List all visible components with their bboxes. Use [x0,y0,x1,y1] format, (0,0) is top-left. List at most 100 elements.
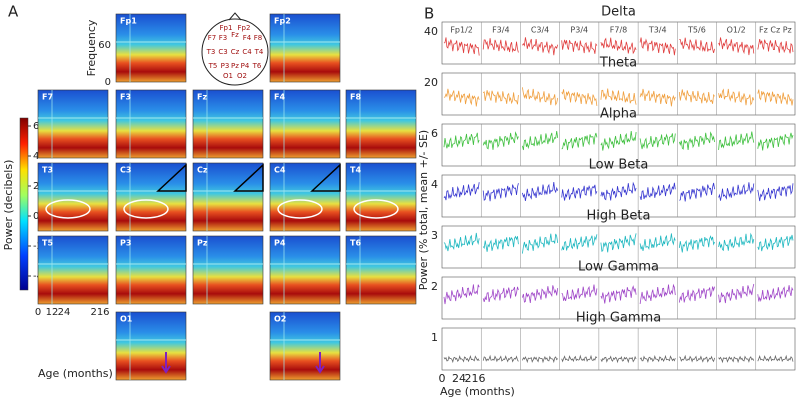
colorbar [19,117,29,291]
spectrogram [269,89,341,159]
y-axis-label: Frequency [85,19,98,76]
spectrogram [115,13,187,83]
trace [757,89,794,106]
electrode-label: Cz [231,48,240,56]
tile-label: Pz [197,239,208,248]
trace [561,354,598,363]
spectrogram [115,162,187,232]
trace [757,354,794,363]
trace [443,284,480,305]
tile-label: F3 [120,93,131,102]
tile-label: Fz [197,93,207,102]
spectrogram [345,162,417,232]
plot-frame [441,123,796,167]
tile-label: O2 [274,315,286,324]
row-title: Alpha [600,107,637,122]
highlight [156,163,187,192]
tile-label: O1 [120,315,133,324]
trace [443,132,480,149]
tile-label: P3 [120,239,131,248]
trace [600,131,637,151]
trace [522,130,559,151]
trace [757,234,794,252]
electrode-label: Fp1 [220,24,233,32]
trace [522,181,559,201]
row-title: Low Beta [589,158,649,173]
trace [639,354,676,364]
trace [678,89,715,104]
column-label: F3/4 [492,26,509,35]
trace [561,284,598,302]
trace [482,38,519,53]
trace [600,233,637,253]
spectrogram [345,89,417,159]
electrode-label: Pz [231,62,239,70]
electrode-label: O2 [237,72,247,80]
electrode-label: T3 [206,48,216,56]
trace [639,133,676,150]
trace [639,233,676,251]
trace [639,88,676,107]
trace [522,355,558,364]
x-tick-label: 24 [58,307,71,318]
spectrogram [115,311,187,381]
trace [443,37,480,56]
head-diagram [201,12,269,86]
x-tick-label: 216 [90,307,109,318]
column-label: T5/6 [687,26,706,35]
trace [482,354,519,363]
tile-label: C3 [120,166,131,175]
trace [600,88,637,105]
trace [482,90,519,105]
row-title: Low Gamma [578,260,659,275]
trace [678,131,715,150]
spectrogram [345,235,417,305]
panel-label: B [424,5,434,23]
x-tick-label: 216 [465,372,486,385]
colorbar-label: Power (decibels) [2,160,15,251]
trace [561,39,598,54]
colorbar-tick-label: 4 [33,151,39,162]
trace [443,182,480,201]
x-tick-label: 24 [452,372,466,385]
highlight [45,199,91,219]
trace [443,355,480,364]
trace [718,355,755,364]
x-tick-label: 12 [46,307,59,318]
column-label: F7/8 [610,26,627,35]
row-title: High Gamma [576,311,661,326]
trace [639,283,676,305]
tile-label: F8 [350,93,361,102]
trace [757,183,794,202]
trace [718,88,755,106]
trace [522,285,559,304]
trace [561,89,598,106]
electrode-label: T5 [208,62,218,70]
y-tick-label: 20 [424,76,438,89]
trace [443,88,480,107]
highlight [233,163,264,192]
column-label: C3/4 [531,26,549,35]
trace [482,235,519,252]
trace [522,37,559,56]
spectrogram [269,235,341,305]
colorbar-tick-label: 6 [33,121,39,132]
row-title: Theta [599,56,637,71]
plot-frame [441,21,796,65]
colorbar-tick-label: 0 [33,211,39,222]
electrode-label: O1 [223,72,233,80]
trace [600,37,637,55]
trace [482,183,519,202]
tile-label: F7 [42,93,53,102]
trace [757,39,794,54]
spectrogram [192,89,264,159]
electrode-label: Fz [231,31,239,39]
electrode-label: C3 [218,48,227,56]
x-tick-label: 0 [35,307,41,318]
electrode-label: F4 [243,34,252,42]
spectrogram [269,311,341,381]
electrode-label: F8 [254,34,262,42]
column-label: P3/4 [570,26,588,35]
tile-label: T5 [42,239,53,248]
